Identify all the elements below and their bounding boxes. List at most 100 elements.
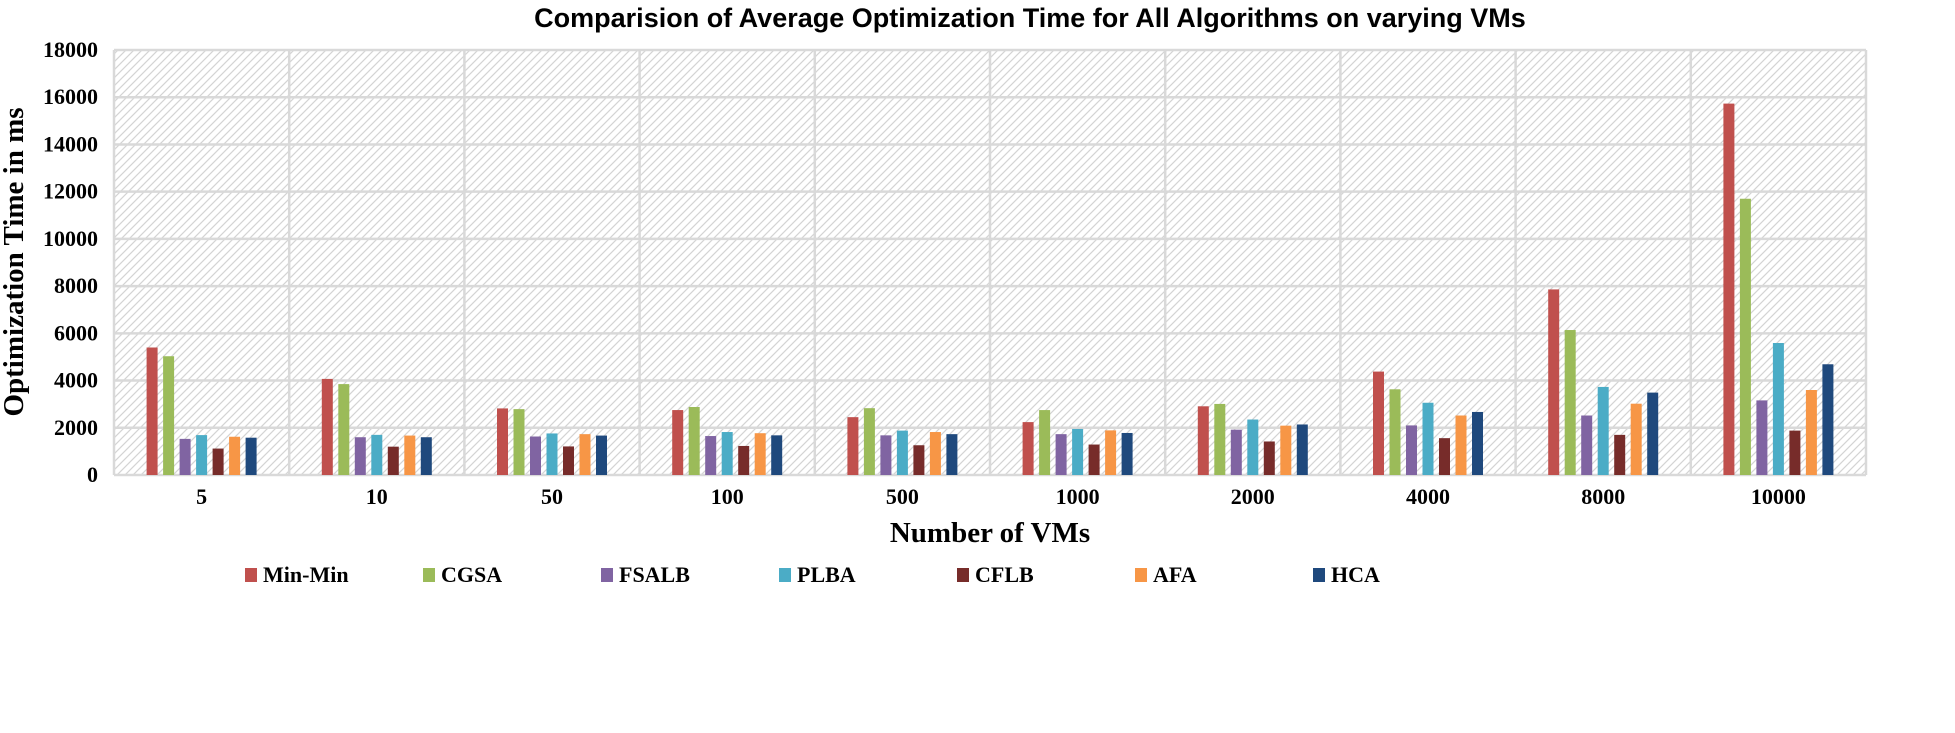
bar-plba-100	[721, 432, 733, 475]
bar-fsalb-500	[880, 435, 892, 475]
bar-fsalb-5	[179, 438, 191, 475]
bar-min-min-5	[146, 347, 158, 475]
bar-hca-10	[420, 437, 432, 475]
bar-fsalb-50	[530, 436, 541, 475]
bar-afa-2000	[1280, 425, 1292, 475]
x-axis-ticks: 5 10 50 100 500 1000 2000 4000 8000 10000	[196, 484, 1806, 509]
bar-min-min-10	[321, 378, 333, 475]
bar-min-min-1000	[1022, 422, 1034, 475]
bar-cflb-4000	[1439, 438, 1450, 475]
bar-fsalb-1000	[1055, 434, 1067, 475]
legend-label: CFLB	[975, 562, 1034, 587]
x-tick-label: 5	[196, 484, 207, 509]
bar-fsalb-8000	[1581, 415, 1593, 475]
bars	[146, 103, 1834, 475]
bar-cgsa-2000	[1214, 403, 1226, 475]
bar-plba-50	[546, 433, 558, 475]
x-axis-title: Number of VMs	[890, 517, 1090, 549]
legend-label: HCA	[1331, 562, 1380, 587]
bar-fsalb-10000	[1756, 400, 1768, 475]
legend-label: FSALB	[619, 562, 690, 587]
bar-hca-8000	[1647, 392, 1659, 475]
bar-min-min-100	[672, 410, 684, 475]
y-tick-label: 16000	[43, 84, 98, 109]
bar-min-min-10000	[1723, 103, 1735, 475]
bar-afa-5	[229, 436, 241, 475]
legend-swatch	[957, 568, 969, 582]
bar-hca-50	[596, 435, 607, 475]
x-tick-label: 10000	[1751, 484, 1806, 509]
bar-afa-50	[579, 434, 591, 475]
bar-fsalb-4000	[1406, 425, 1417, 475]
bar-hca-10000	[1822, 364, 1834, 475]
y-tick-label: 18000	[43, 37, 98, 62]
bar-hca-2000	[1296, 424, 1308, 475]
bar-hca-4000	[1472, 411, 1483, 475]
bar-fsalb-2000	[1230, 429, 1242, 475]
bar-cgsa-4000	[1389, 389, 1401, 475]
bar-hca-1000	[1121, 432, 1133, 475]
y-tick-label: 8000	[54, 273, 98, 298]
y-tick-label: 10000	[43, 226, 98, 251]
y-axis-title: Optimization Time in ms	[0, 107, 30, 416]
bar-cgsa-10	[338, 384, 350, 475]
legend-label: Min-Min	[263, 562, 349, 587]
bar-plba-8000	[1597, 386, 1609, 475]
legend-swatch	[779, 568, 791, 582]
bar-cflb-10000	[1789, 430, 1801, 475]
bar-min-min-50	[497, 408, 508, 475]
y-tick-label: 6000	[54, 320, 98, 345]
bar-cflb-100	[738, 445, 750, 475]
bar-afa-10	[404, 435, 416, 475]
bar-plba-4000	[1422, 402, 1434, 475]
bar-plba-500	[896, 430, 908, 475]
x-tick-label: 1000	[1056, 484, 1100, 509]
bar-afa-100	[754, 433, 766, 475]
bar-cgsa-100	[688, 407, 700, 475]
bar-hca-5	[245, 437, 257, 475]
bar-plba-1000	[1072, 428, 1084, 475]
bar-cgsa-1000	[1039, 410, 1051, 475]
bar-cgsa-8000	[1564, 330, 1576, 475]
chart-title: Comparision of Average Optimization Time…	[534, 3, 1526, 33]
bar-hca-500	[946, 434, 958, 475]
bar-hca-100	[771, 435, 783, 475]
bar-afa-10000	[1805, 390, 1817, 475]
bar-min-min-500	[847, 417, 859, 475]
y-tick-label: 14000	[43, 131, 98, 156]
bar-afa-8000	[1630, 403, 1642, 475]
x-tick-label: 4000	[1406, 484, 1450, 509]
bar-fsalb-10	[354, 437, 366, 475]
bar-min-min-8000	[1548, 289, 1560, 475]
x-tick-label: 10	[366, 484, 388, 509]
y-axis-ticks: 0 2000 4000 6000 8000 10000 12000 14000 16000 180…	[43, 37, 98, 487]
bar-cflb-1000	[1088, 444, 1100, 475]
bar-plba-10	[371, 434, 383, 475]
x-tick-label: 100	[711, 484, 744, 509]
legend-swatch	[1313, 568, 1325, 582]
bar-plba-5	[196, 435, 208, 475]
bar-cflb-500	[913, 445, 925, 475]
x-tick-label: 50	[541, 484, 563, 509]
legend-swatch	[601, 568, 613, 582]
y-tick-label: 4000	[54, 368, 98, 393]
bar-plba-2000	[1247, 419, 1259, 475]
y-tick-label: 12000	[43, 179, 98, 204]
legend-swatch	[245, 568, 257, 582]
bar-cflb-5	[212, 448, 224, 475]
bar-cgsa-500	[863, 408, 875, 475]
bar-cflb-50	[563, 446, 574, 475]
bar-afa-4000	[1455, 415, 1467, 475]
legend-swatch	[423, 568, 435, 582]
bar-plba-10000	[1772, 343, 1784, 475]
y-tick-label: 0	[87, 462, 98, 487]
x-tick-label: 500	[886, 484, 919, 509]
bar-min-min-2000	[1197, 406, 1209, 475]
legend-label: CGSA	[441, 562, 502, 587]
legend-swatch	[1135, 568, 1147, 582]
bar-afa-1000	[1105, 430, 1117, 475]
legend-label: AFA	[1153, 562, 1197, 587]
bar-cgsa-10000	[1739, 198, 1751, 475]
legend: Min-Min CGSA FSALB PLBA CFLB AFA HCA	[245, 562, 1380, 587]
